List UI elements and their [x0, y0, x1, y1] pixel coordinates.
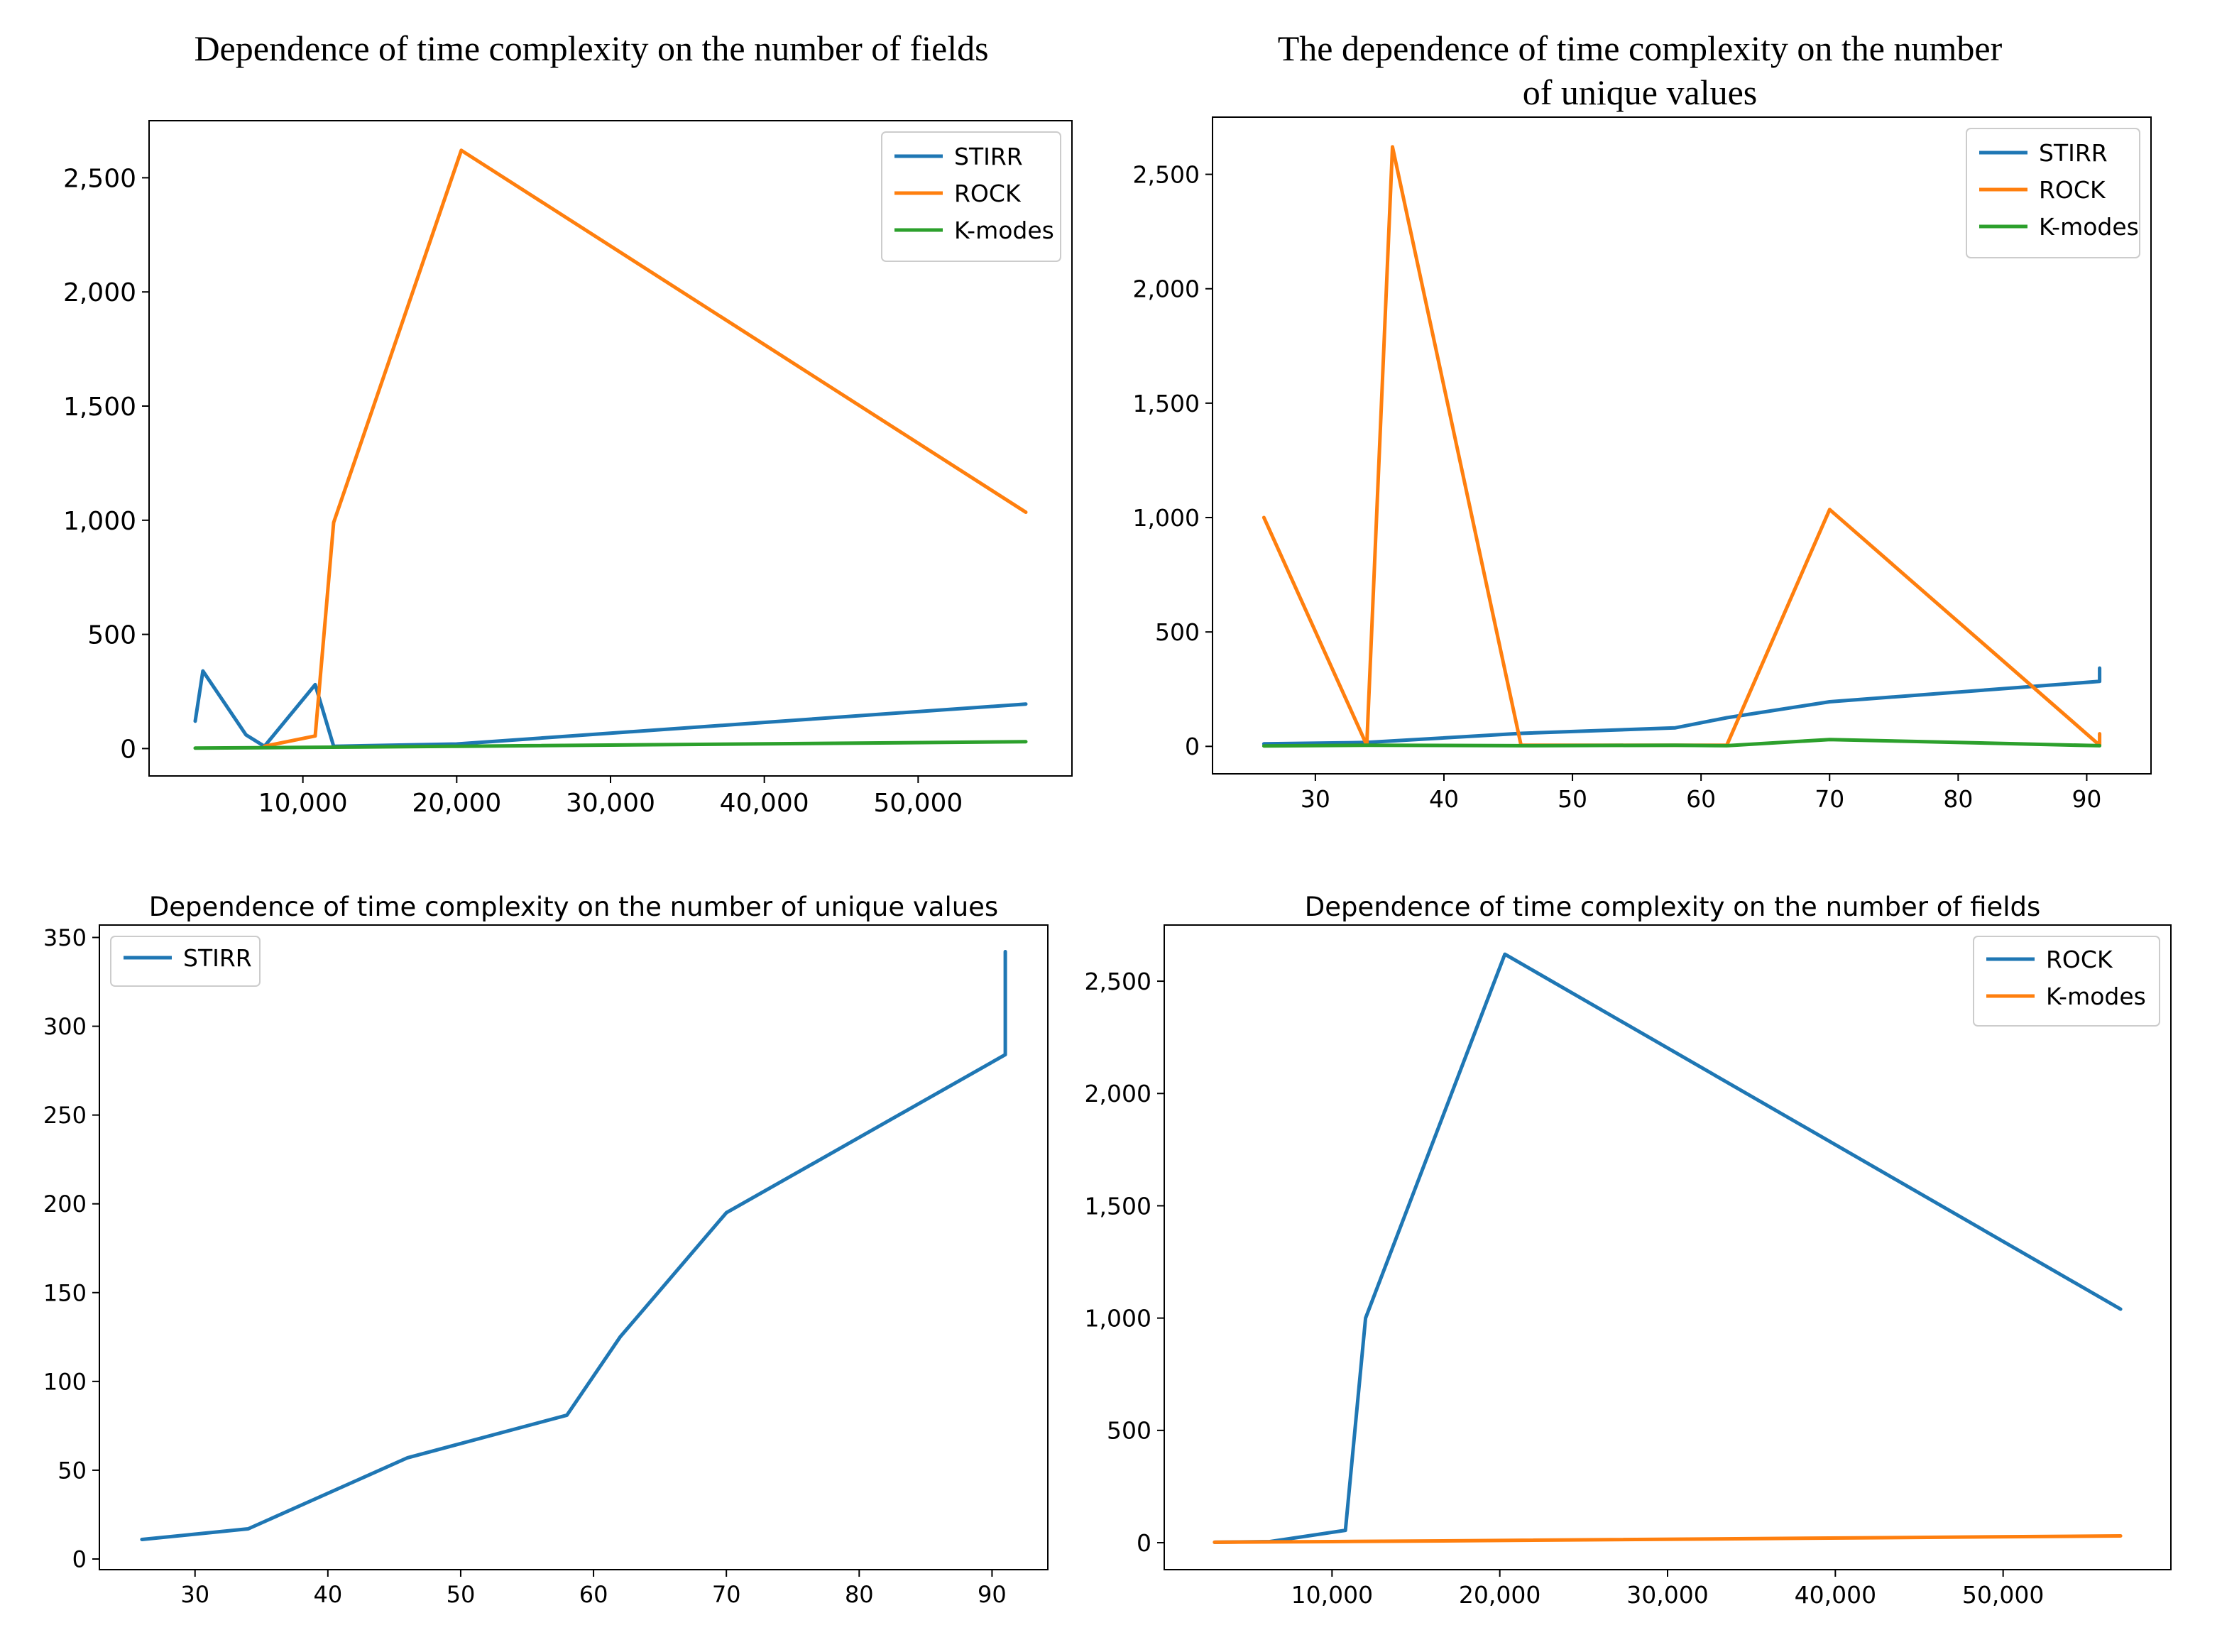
x-tick-label: 60: [579, 1581, 608, 1608]
plot-frame: [99, 924, 1049, 1570]
chart-title: Dependence of time complexity on the num…: [1305, 892, 2041, 922]
legend-label: K-modes: [954, 217, 1054, 244]
x-tick-label: 40,000: [1795, 1581, 1876, 1609]
y-tick-label: 0: [1137, 1529, 1151, 1557]
y-tick-label: 300: [43, 1013, 87, 1040]
x-tick-label: 80: [845, 1581, 874, 1608]
x-tick-label: 50,000: [873, 789, 963, 818]
plot-frame: [1212, 116, 2152, 775]
y-tick-label: 2,000: [63, 278, 136, 307]
x-tick-label: 40: [1429, 785, 1459, 813]
series-line-stirr: [1261, 666, 2102, 746]
legend-label: ROCK: [2046, 946, 2113, 973]
y-tick-label: 1,000: [1085, 1305, 1151, 1333]
legend: STIRR ROCK K-modes: [881, 131, 1061, 262]
chart-title: Dependence of time complexity on the num…: [149, 892, 998, 922]
y-tick-label: 0: [120, 735, 136, 764]
x-tick-label: 30,000: [1626, 1581, 1708, 1609]
x-tick-label: 80: [1943, 785, 1973, 813]
y-tick-label: 250: [43, 1102, 87, 1129]
y-tick-label: 200: [43, 1191, 87, 1218]
legend-box: [110, 936, 261, 987]
x-tick-label: 70: [712, 1581, 741, 1608]
series-line-k-modes: [1213, 1534, 2123, 1544]
y-tick-label: 500: [1107, 1417, 1151, 1445]
legend-label: STIRR: [183, 944, 252, 972]
chart-title-line: of unique values: [1523, 72, 1757, 112]
x-tick-label: 60: [1686, 785, 1716, 813]
y-tick-label: 2,500: [1133, 160, 1200, 188]
chart-panel-3: Dependence of time complexity on the num…: [43, 892, 1049, 1608]
y-tick-label: 350: [43, 924, 87, 951]
y-tick-label: 1,000: [63, 507, 136, 536]
y-tick-label: 500: [1155, 618, 1200, 646]
x-tick-label: 20,000: [412, 789, 501, 818]
y-tick-label: 2,000: [1133, 275, 1200, 303]
legend-label: STIRR: [2039, 139, 2108, 167]
x-tick-label: 40: [313, 1581, 342, 1608]
legend: STIRR: [110, 936, 261, 987]
y-tick-label: 50: [58, 1457, 87, 1484]
y-tick-label: 1,000: [1133, 504, 1200, 532]
x-tick-label: 10,000: [1291, 1581, 1373, 1609]
x-tick-label: 50: [447, 1581, 476, 1608]
chart-panel-2: The dependence of time complexity on the…: [1133, 28, 2152, 813]
series-line-rock: [1213, 952, 2123, 1544]
x-tick-label: 90: [2072, 785, 2101, 813]
chart-title-line: The dependence of time complexity on the…: [1278, 28, 2003, 68]
y-tick-label: 1,500: [1085, 1192, 1151, 1220]
y-tick-label: 500: [87, 621, 136, 650]
chart-title: The dependence of time complexity on the…: [1278, 28, 2003, 112]
series-line-k-modes: [193, 740, 1028, 750]
chart-panel-1: Dependence of time complexity on the num…: [63, 28, 1073, 818]
y-tick-label: 100: [43, 1368, 87, 1395]
x-tick-label: 70: [1815, 785, 1844, 813]
y-tick-label: 150: [43, 1279, 87, 1306]
legend-label: K-modes: [2039, 213, 2139, 241]
y-tick-label: 2,500: [63, 164, 136, 193]
x-tick-label: 30,000: [566, 789, 655, 818]
legend-label: ROCK: [2039, 176, 2106, 204]
y-tick-label: 0: [1185, 733, 1200, 760]
legend-label: STIRR: [954, 143, 1023, 170]
y-tick-label: 2,500: [1085, 968, 1151, 995]
x-tick-label: 30: [1301, 785, 1330, 813]
series-line-stirr: [193, 669, 1028, 748]
legend-label: K-modes: [2046, 983, 2146, 1010]
series-line-rock: [263, 148, 1028, 748]
series-line-k-modes: [1261, 738, 2102, 748]
x-tick-label: 10,000: [258, 789, 348, 818]
series-line-stirr: [140, 950, 1007, 1541]
x-tick-label: 50: [1558, 785, 1587, 813]
y-tick-label: 1,500: [63, 393, 136, 422]
x-tick-label: 30: [180, 1581, 209, 1608]
y-tick-label: 0: [72, 1546, 87, 1573]
legend-label: ROCK: [954, 180, 1022, 207]
legend: ROCK K-modes: [1973, 936, 2160, 1027]
x-tick-label: 20,000: [1459, 1581, 1540, 1609]
y-tick-label: 2,000: [1085, 1080, 1151, 1107]
chart-panel-4: Dependence of time complexity on the num…: [1085, 892, 2172, 1609]
x-tick-label: 50,000: [1962, 1581, 2044, 1609]
legend: STIRR ROCK K-modes: [1966, 128, 2140, 258]
y-tick-label: 1,500: [1133, 390, 1200, 417]
x-tick-label: 90: [978, 1581, 1007, 1608]
chart-title: Dependence of time complexity on the num…: [194, 28, 988, 68]
x-tick-label: 40,000: [720, 789, 809, 818]
